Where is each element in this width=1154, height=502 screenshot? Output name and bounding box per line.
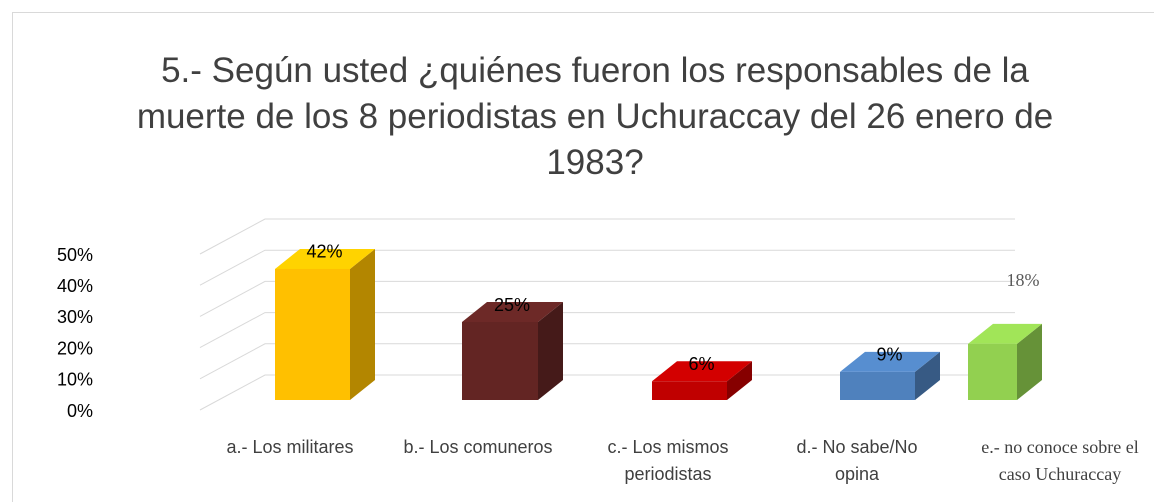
grid-line [199,280,1015,317]
x-tick-label: e.- no conoce sobre el caso Uchuraccay [981,437,1139,484]
y-tick-label: 20% [57,338,93,358]
y-tick-label: 10% [57,370,93,390]
y-tick-label: 40% [57,276,93,296]
bar-side [538,302,563,400]
bar [652,381,727,400]
y-tick-label: 0% [67,401,93,421]
data-label: 25% [494,295,530,315]
bar-top [462,302,563,322]
grid-line [199,312,1015,349]
bar [275,268,350,400]
data-label: 9% [876,345,902,365]
x-tick-label: d.- No sabe/No opina [796,437,918,484]
bar-top [968,323,1042,344]
bar-side [1017,323,1042,400]
bar-side [350,248,375,400]
data-label: 42% [306,242,342,262]
grid-line [199,218,1015,255]
bar-top [840,351,940,372]
grid-line [199,249,1015,286]
bar-side [915,351,940,400]
bar [968,343,1017,400]
grid-line [199,374,1015,411]
bar-side [727,361,752,400]
x-tick-label: c.- Los mismos periodistas [607,437,729,484]
bar-top [652,361,752,382]
bar-top [275,248,375,269]
grid-line [199,343,1015,380]
y-tick-label: 50% [57,245,93,265]
x-tick-label: a.- Los militares [226,437,354,457]
x-tick-label: b.- Los comuneros [403,437,553,457]
y-tick-label: 30% [57,307,93,327]
data-label: 6% [688,354,714,374]
chart-border [12,12,1154,502]
bar [840,371,915,400]
chart-title: 5.- Según usted ¿quiénes fueron los resp… [136,51,1054,182]
bar [462,322,538,400]
data-label: 18% [1007,270,1040,290]
